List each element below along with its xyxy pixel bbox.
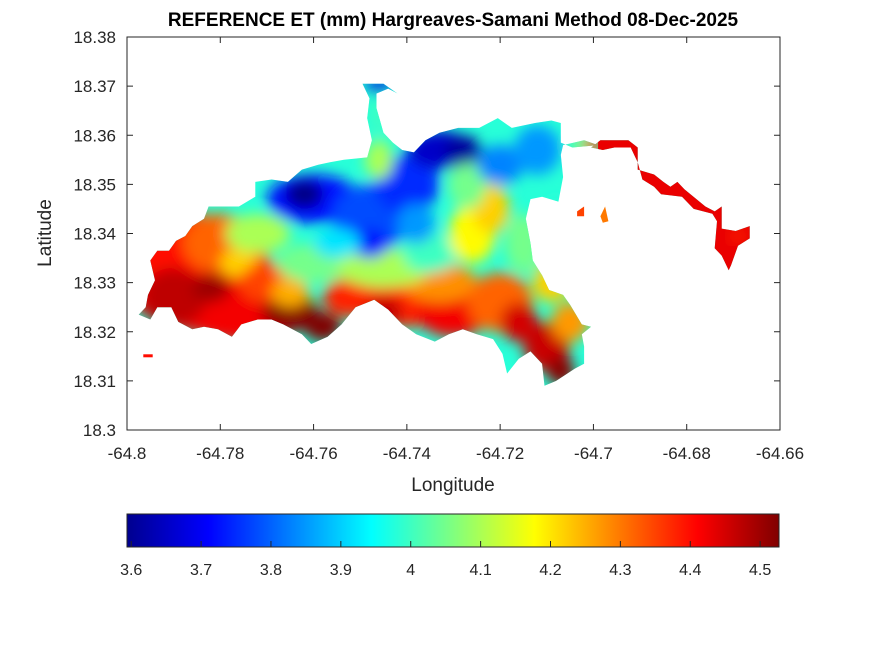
colorbar-tick-label: 4.3 [609,562,631,579]
heat-blobs [138,83,603,386]
x-tick-label: -64.72 [476,444,524,463]
heat-cell [500,302,538,342]
heat-cell [364,140,393,180]
x-tick-label: -64.76 [289,444,337,463]
islet [143,354,153,358]
heat-cell [271,277,309,308]
colorbar-tick-label: 3.9 [330,562,352,579]
colorbar-tick-label: 3.8 [260,562,282,579]
x-tick-label: -64.7 [574,444,613,463]
x-tick-label: -64.78 [196,444,244,463]
y-tick-label: 18.37 [73,77,116,96]
heat-cell [476,145,524,185]
x-axis: -64.8 -64.78 -64.76 -64.74 -64.72 -64.7 -64.68… [108,37,804,463]
heat-cell [225,213,291,254]
y-tick-label: 18.35 [73,175,116,194]
heat-cell [285,179,323,209]
colorbar-tick-label: 4.5 [749,562,771,579]
x-tick-label: -64.8 [108,444,147,463]
islet [600,206,609,223]
x-axis-label: Longitude [411,475,494,496]
heat-cell [444,135,482,165]
colorbar [126,513,780,548]
heat-cell [192,272,230,303]
colorbar-tick-label: 4.2 [539,562,561,579]
colorbar-tick-label: 3.7 [190,562,212,579]
x-tick-label: -64.74 [383,444,431,463]
y-tick-label: 18.32 [73,323,116,342]
colorbar-tick-label: 4.1 [469,562,491,579]
islet [577,206,585,217]
y-tick-label: 18.33 [73,274,116,293]
y-tick-label: 18.3 [83,421,116,440]
heat-cell [397,204,435,244]
y-tick-label: 18.31 [73,372,116,391]
heat-cell [514,125,561,175]
x-tick-label: -64.66 [756,444,804,463]
x-tick-label: -64.68 [663,444,711,463]
y-axis: 18.3 18.31 18.32 18.33 18.34 18.35 18.36 18.37 1… [73,28,780,440]
colorbar-ticks: 3.6 3.7 3.8 3.9 4 4.1 4.2 4.3 4.4 4.5 [120,541,771,579]
island-extras [143,206,609,358]
colorbar-tick-label: 4.4 [679,562,701,579]
chart-title: REFERENCE ET (mm) Hargreaves-Samani Meth… [168,10,739,31]
colorbar-tick-label: 4 [406,562,415,579]
heat-cell [730,229,747,242]
y-tick-label: 18.36 [73,126,116,145]
colorbar-tick-label: 3.6 [120,562,142,579]
y-axis-label: Latitude [35,199,56,267]
y-tick-label: 18.38 [73,28,116,47]
heat-cell [448,159,487,209]
y-tick-label: 18.34 [73,225,116,244]
heat-cell [313,228,361,258]
heat-cell [350,228,389,258]
